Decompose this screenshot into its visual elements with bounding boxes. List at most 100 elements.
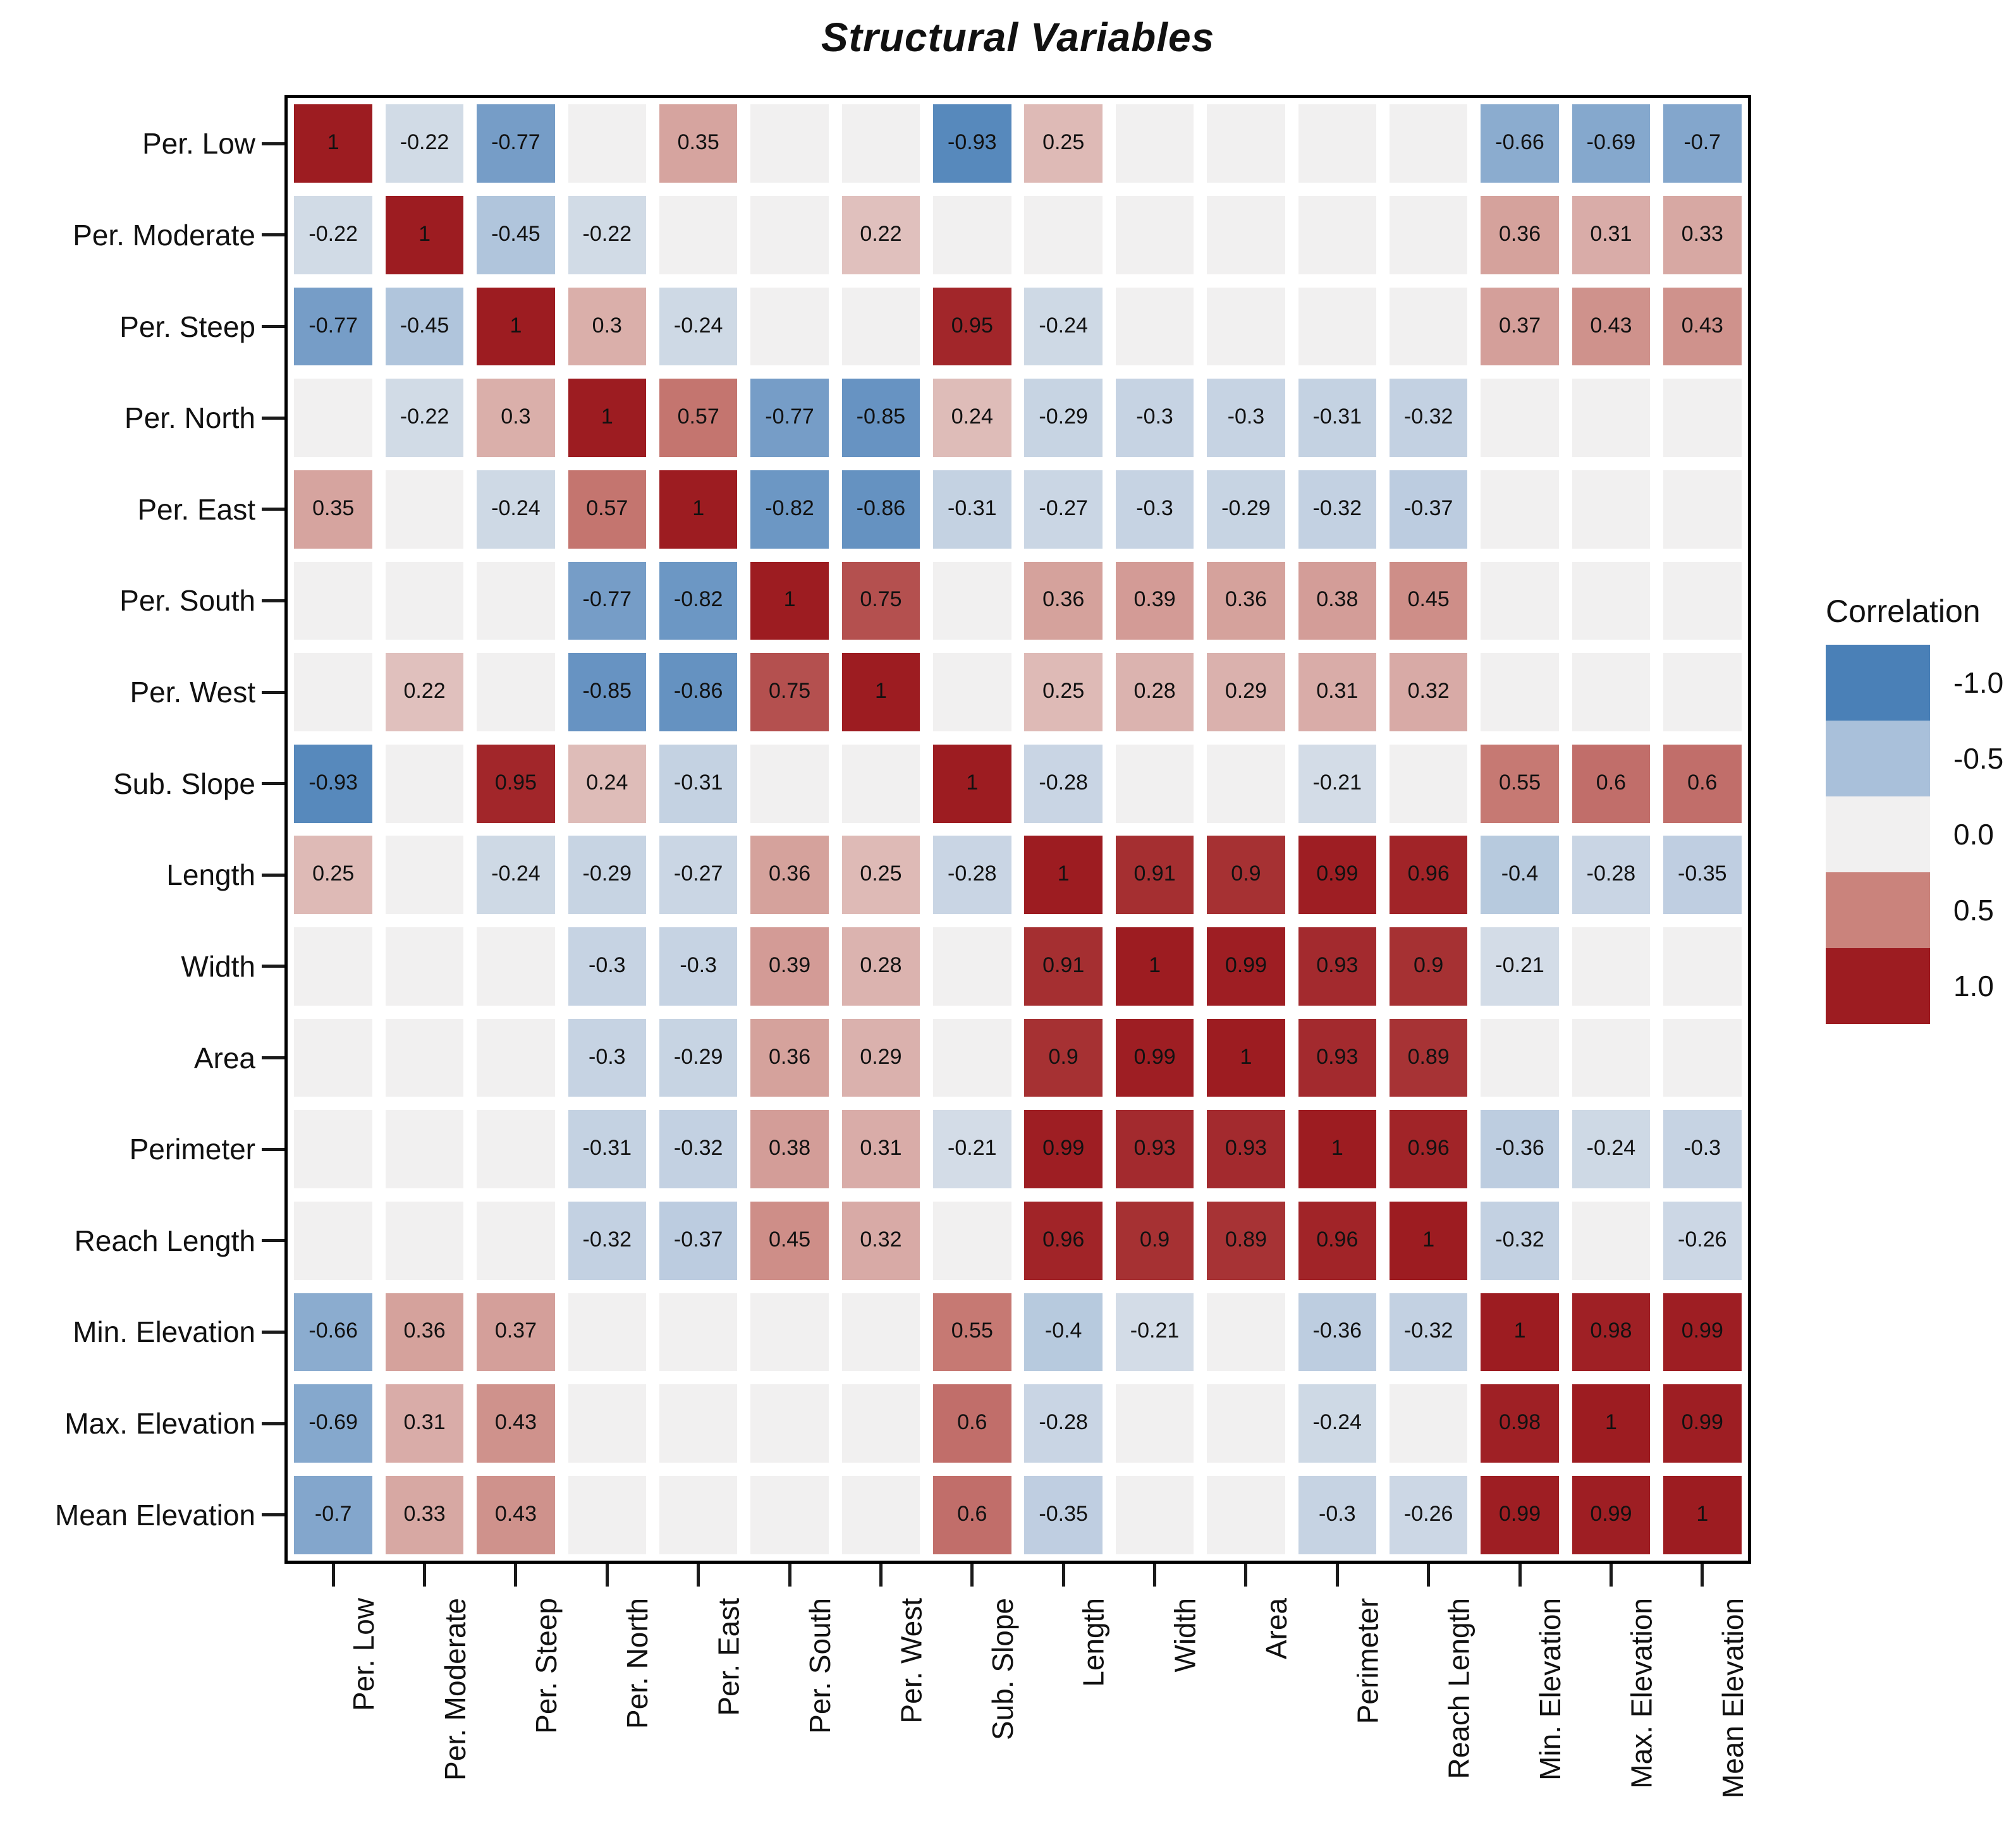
heatmap-cell-reach-length-x-length: 0.96 [1024, 1201, 1103, 1280]
cell-value: 0.31 [1590, 221, 1632, 246]
heatmap-cell-per-north-x-area: -0.3 [1207, 379, 1285, 457]
heatmap-cell-length-x-per-east: -0.27 [659, 836, 738, 915]
heatmap-cell-sub-slope-x-per-steep: 0.95 [477, 744, 555, 823]
heatmap-cell-reach-length-x-max-elevation [1572, 1201, 1651, 1280]
cell-value: -0.37 [673, 1227, 723, 1252]
cell-value: -0.82 [765, 496, 814, 520]
heatmap-cell-sub-slope-x-per-east: -0.31 [659, 744, 738, 823]
cell-value: 0.96 [1042, 1227, 1085, 1252]
cell-value: 0.99 [1042, 1136, 1085, 1161]
y-axis-tick [262, 325, 284, 329]
heatmap-cell-min-elevation-x-max-elevation: 0.98 [1572, 1293, 1651, 1372]
cell-value: 0.93 [1133, 1136, 1176, 1161]
cell-value: 1 [601, 405, 613, 429]
cell-value: 0.99 [1590, 1501, 1632, 1526]
heatmap-cell-per-east-x-per-moderate [385, 470, 464, 549]
heatmap-cell-reach-length-x-per-south: 0.45 [750, 1201, 829, 1280]
cell-value: -0.66 [309, 1319, 358, 1343]
cell-value: 0.22 [403, 678, 446, 703]
cell-value: 0.36 [1225, 587, 1268, 612]
cell-value: 0.75 [768, 678, 811, 703]
heatmap-cell-per-low-x-per-low: 1 [294, 104, 372, 183]
cell-value: 1 [1513, 1319, 1526, 1343]
heatmap-cell-per-east-x-per-low: 0.35 [294, 470, 372, 549]
y-axis-tick [262, 508, 284, 511]
heatmap-cell-per-low-x-per-south [750, 104, 829, 183]
cell-value: 0.35 [312, 496, 355, 520]
y-axis-tick [262, 873, 284, 877]
heatmap-cell-per-steep-x-per-moderate: -0.45 [385, 287, 464, 366]
cell-value: 1 [1604, 1410, 1617, 1434]
cell-value: -0.24 [1586, 1136, 1636, 1161]
heatmap-cell-length-x-reach-length: 0.96 [1389, 836, 1468, 915]
heatmap-cell-length-x-sub-slope: -0.28 [933, 836, 1011, 915]
cell-value: 0.25 [860, 862, 902, 886]
heatmap-cell-mean-elevation-x-max-elevation: 0.99 [1572, 1475, 1651, 1554]
cell-value: -0.32 [1403, 405, 1453, 429]
cell-value: -0.3 [1319, 1501, 1356, 1526]
heatmap-cell-perimeter-x-per-low [294, 1110, 372, 1188]
y-axis-label-perimeter: Perimeter [129, 1133, 255, 1166]
heatmap-cell-per-south-x-per-north: -0.77 [568, 561, 647, 640]
cell-value: -0.69 [1586, 130, 1636, 155]
x-axis-label-reach-length: Reach Length [1442, 1598, 1475, 1779]
heatmap-cell-per-moderate-x-sub-slope [933, 196, 1011, 274]
cell-value: -0.3 [1136, 496, 1173, 520]
heatmap-cell-per-south-x-per-low [294, 561, 372, 640]
cell-value: -0.3 [589, 1044, 626, 1069]
y-axis-label-per-moderate: Per. Moderate [73, 218, 255, 252]
cell-value: -0.32 [673, 1136, 723, 1161]
heatmap-cell-per-east-x-per-west: -0.86 [841, 470, 920, 549]
heatmap-cell-per-west-x-min-elevation [1481, 653, 1559, 731]
heatmap-cell-min-elevation-x-width: -0.21 [1115, 1293, 1194, 1372]
x-axis-label-per-east: Per. East [712, 1598, 745, 1716]
heatmap-cell-per-south-x-per-south: 1 [750, 561, 829, 640]
legend-label--1.0: -1.0 [1953, 666, 2004, 699]
heatmap-cell-min-elevation-x-mean-elevation: 0.99 [1663, 1293, 1742, 1372]
heatmap-cell-area-x-min-elevation [1481, 1018, 1559, 1097]
x-axis-label-sub-slope: Sub. Slope [986, 1598, 1019, 1741]
heatmap-cell-per-moderate-x-max-elevation: 0.31 [1572, 196, 1651, 274]
x-axis-label-width: Width [1168, 1598, 1202, 1673]
heatmap-cell-perimeter-x-per-north: -0.31 [568, 1110, 647, 1188]
heatmap-cell-per-north-x-sub-slope: 0.24 [933, 379, 1011, 457]
heatmap-cell-min-elevation-x-per-south [750, 1293, 829, 1372]
heatmap-cell-width-x-per-east: -0.3 [659, 927, 738, 1006]
cell-value: -0.45 [491, 221, 541, 246]
cell-value: -0.37 [1403, 496, 1453, 520]
x-axis-tick [605, 1564, 609, 1587]
x-axis-tick [1061, 1564, 1065, 1587]
cell-value: -0.22 [582, 221, 632, 246]
cell-value: -0.28 [948, 862, 997, 886]
cell-value: -0.4 [1501, 862, 1539, 886]
cell-value: 0.45 [1407, 587, 1450, 612]
heatmap-cell-area-x-sub-slope [933, 1018, 1011, 1097]
heatmap-cell-per-south-x-width: 0.39 [1115, 561, 1194, 640]
cell-value: 0.6 [957, 1410, 987, 1434]
heatmap-cell-per-north-x-max-elevation [1572, 379, 1651, 457]
cell-value: -0.86 [673, 678, 723, 703]
cell-value: -0.93 [309, 770, 358, 795]
heatmap-cell-max-elevation-x-perimeter: -0.24 [1298, 1384, 1377, 1463]
heatmap-cell-sub-slope-x-perimeter: -0.21 [1298, 744, 1377, 823]
cell-value: 0.93 [1225, 1136, 1268, 1161]
heatmap-cell-length-x-width: 0.91 [1115, 836, 1194, 915]
heatmap-cell-width-x-length: 0.91 [1024, 927, 1103, 1006]
heatmap-cell-perimeter-x-per-south: 0.38 [750, 1110, 829, 1188]
legend-label-0.0: 0.0 [1953, 818, 1994, 851]
heatmap-cell-length-x-max-elevation: -0.28 [1572, 836, 1651, 915]
y-axis-label-per-north: Per. North [124, 401, 255, 435]
cell-value: 0.99 [1681, 1319, 1723, 1343]
cell-value: -0.22 [400, 130, 449, 155]
cell-value: 0.3 [592, 313, 622, 338]
heatmap-cell-per-moderate-x-per-moderate: 1 [385, 196, 464, 274]
x-axis-label-length: Length [1077, 1598, 1111, 1687]
heatmap-cell-area-x-per-east: -0.29 [659, 1018, 738, 1097]
heatmap-cell-per-east-x-min-elevation [1481, 470, 1559, 549]
y-axis-label-per-low: Per. Low [142, 127, 255, 161]
cell-value: -0.7 [314, 1501, 352, 1526]
cell-value: -0.82 [673, 587, 723, 612]
heatmap-cell-per-low-x-max-elevation: -0.69 [1572, 104, 1651, 183]
heatmap-cell-per-west-x-length: 0.25 [1024, 653, 1103, 731]
y-axis-tick [262, 782, 284, 786]
